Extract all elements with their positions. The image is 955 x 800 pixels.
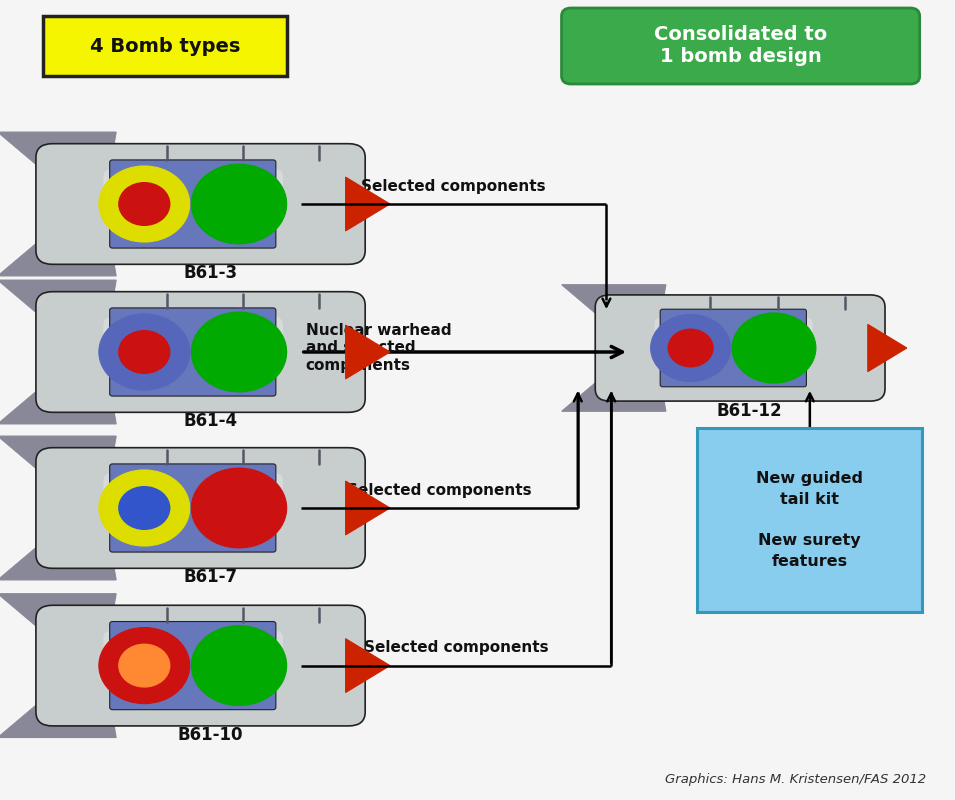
Polygon shape [0, 210, 117, 276]
Polygon shape [346, 481, 390, 535]
FancyBboxPatch shape [595, 295, 885, 401]
FancyBboxPatch shape [36, 292, 365, 412]
Polygon shape [0, 280, 117, 346]
Circle shape [118, 330, 170, 374]
Circle shape [99, 470, 190, 546]
Polygon shape [562, 285, 666, 343]
FancyBboxPatch shape [43, 16, 286, 76]
Text: Selected components: Selected components [361, 178, 546, 194]
Text: New guided
tail kit

New surety
features: New guided tail kit New surety features [755, 470, 863, 570]
FancyBboxPatch shape [36, 144, 365, 264]
Circle shape [650, 314, 731, 382]
Polygon shape [0, 594, 117, 660]
FancyBboxPatch shape [562, 8, 920, 84]
Text: Consolidated to
1 bomb design: Consolidated to 1 bomb design [654, 26, 827, 66]
Circle shape [191, 626, 286, 706]
Polygon shape [0, 436, 117, 502]
Circle shape [99, 166, 190, 242]
Polygon shape [868, 324, 907, 372]
Text: B61-12: B61-12 [717, 402, 782, 421]
Text: B61-3: B61-3 [183, 264, 237, 282]
Circle shape [118, 486, 170, 530]
Circle shape [191, 312, 286, 392]
FancyBboxPatch shape [110, 160, 276, 248]
Text: Nuclear warhead
and selected
components: Nuclear warhead and selected components [306, 323, 451, 373]
Circle shape [191, 468, 286, 548]
FancyBboxPatch shape [103, 170, 283, 209]
Text: B61-7: B61-7 [183, 568, 237, 586]
Polygon shape [0, 671, 117, 738]
Polygon shape [0, 514, 117, 580]
FancyBboxPatch shape [103, 630, 283, 670]
Circle shape [118, 644, 170, 687]
FancyBboxPatch shape [697, 428, 922, 612]
Text: Graphics: Hans M. Kristensen/FAS 2012: Graphics: Hans M. Kristensen/FAS 2012 [666, 773, 926, 786]
Text: B61-4: B61-4 [183, 412, 237, 430]
Circle shape [99, 314, 190, 390]
Text: Selected components: Selected components [347, 482, 532, 498]
Polygon shape [346, 325, 390, 379]
FancyBboxPatch shape [655, 318, 813, 352]
FancyBboxPatch shape [110, 622, 276, 710]
Polygon shape [346, 177, 390, 231]
Circle shape [191, 164, 286, 244]
FancyBboxPatch shape [103, 473, 283, 513]
Polygon shape [0, 132, 117, 198]
FancyBboxPatch shape [36, 448, 365, 568]
FancyBboxPatch shape [36, 606, 365, 726]
Circle shape [99, 627, 190, 704]
Circle shape [668, 330, 713, 366]
Circle shape [732, 313, 816, 383]
Text: B61-10: B61-10 [178, 726, 243, 744]
FancyBboxPatch shape [103, 317, 283, 357]
Text: 4 Bomb types: 4 Bomb types [90, 37, 240, 55]
Polygon shape [0, 358, 117, 424]
FancyBboxPatch shape [110, 308, 276, 396]
Circle shape [118, 182, 170, 226]
Polygon shape [562, 353, 666, 411]
FancyBboxPatch shape [660, 310, 806, 386]
FancyBboxPatch shape [110, 464, 276, 552]
Polygon shape [346, 638, 390, 693]
Text: Selected components: Selected components [364, 640, 548, 655]
